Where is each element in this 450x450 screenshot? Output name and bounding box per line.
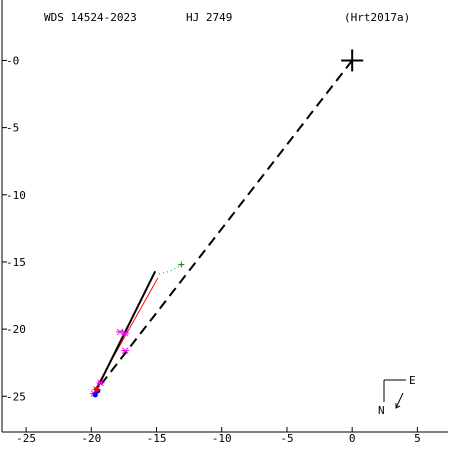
orbit-black-line — [94, 270, 157, 393]
x-tick-label: -15 — [147, 432, 167, 445]
x-tick-label: -25 — [16, 432, 36, 445]
y-tick-label: -15 — [6, 256, 26, 269]
reference-label: (Hrt2017a) — [344, 11, 410, 24]
compass-arrow-icon — [395, 392, 404, 409]
orbit-curves — [93, 59, 353, 395]
compass-north-label: N — [378, 404, 385, 417]
dot-mark — [94, 387, 100, 393]
x-tick-label: 0 — [349, 432, 356, 445]
star-name-label: HJ 2749 — [186, 11, 232, 24]
compass-arrowhead-icon — [395, 403, 401, 409]
x-tick-label: -10 — [212, 432, 232, 445]
compass: E N — [378, 374, 416, 417]
compass-east-label: E — [409, 374, 416, 387]
observation-marks — [89, 49, 364, 398]
x-tick-label: -20 — [81, 432, 101, 445]
y-tick-label: -0 — [6, 54, 19, 67]
dot-mark — [92, 392, 98, 398]
y-tick-label: -5 — [6, 122, 19, 135]
orbit-green-line — [159, 265, 181, 275]
y-tick-label: -20 — [6, 323, 26, 336]
line-of-nodes — [93, 59, 353, 395]
x-tick-label: -5 — [280, 432, 293, 445]
y-tick-label: -25 — [6, 390, 26, 403]
wds-label: WDS 14524-2023 — [44, 11, 137, 24]
x-tick-label: 5 — [414, 432, 421, 445]
y-tick-label: -10 — [6, 189, 26, 202]
